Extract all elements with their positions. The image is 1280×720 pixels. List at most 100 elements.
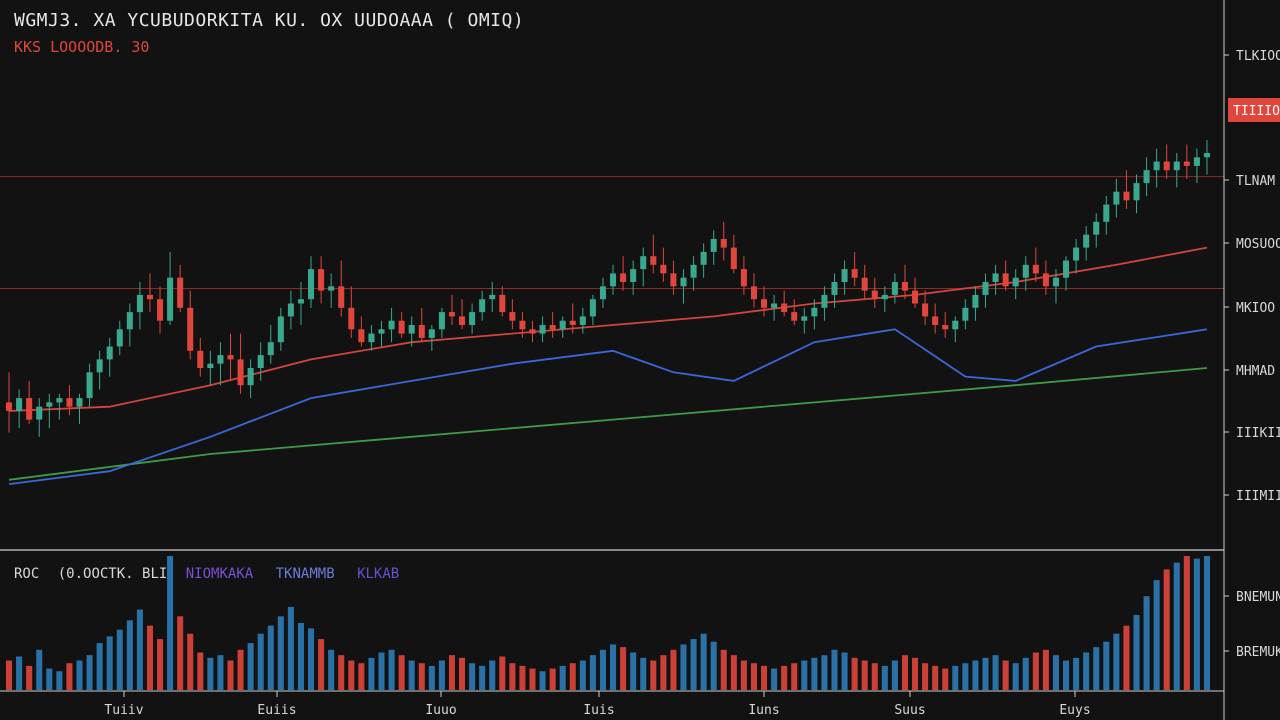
candle-body [690, 264, 697, 278]
volume-bar [539, 671, 546, 690]
volume-bar [992, 655, 999, 690]
candle-body [952, 320, 959, 330]
volume-bar [750, 663, 757, 690]
current-price-label: TIIIIOO [1233, 104, 1280, 119]
candle-body [559, 320, 566, 330]
volume-bar [1163, 569, 1170, 690]
candle-body [891, 282, 898, 295]
x-tick-label: Euys [1059, 703, 1090, 718]
volume-bar [277, 616, 284, 690]
y-tick-label: TLNAM [1236, 174, 1275, 189]
volume-bar [368, 657, 375, 690]
volume-bar [247, 643, 254, 690]
volume-bar [761, 665, 768, 690]
candle-body [197, 350, 204, 368]
candle-body [1193, 157, 1200, 166]
volume-bar [610, 644, 617, 690]
candles [6, 140, 1210, 437]
volume-bar [1103, 641, 1110, 690]
volume-bar [237, 649, 244, 690]
candle-body [157, 299, 164, 321]
y-tick-label: TLKIOO [1236, 49, 1280, 64]
volume-bar [650, 660, 657, 690]
candle-body [720, 239, 727, 248]
volume-bar [901, 655, 908, 690]
candle-body [76, 398, 83, 407]
x-tick-label: Euiis [257, 703, 296, 718]
candle-body [408, 325, 415, 334]
volume-bar [328, 649, 335, 690]
volume-bar [1193, 558, 1200, 690]
candle-body [227, 355, 234, 360]
candle-body [438, 312, 445, 330]
candle-body [257, 355, 264, 368]
volume-bar [499, 656, 506, 690]
candle-body [16, 398, 23, 411]
candle-body [368, 333, 375, 343]
volume-bar [1093, 647, 1100, 690]
volume-bar [1143, 596, 1150, 690]
volume-bar [479, 665, 486, 690]
candle-body [771, 303, 778, 308]
volume-bar [287, 606, 294, 690]
volume-bar [358, 663, 365, 690]
volume-bar [227, 660, 234, 690]
axes: TLKIOO TLNAM MOSUOO MKIOO MHMAD IIIKIIO IIIMII… [104, 49, 1280, 718]
volume-bar [912, 657, 919, 690]
volume-bar [76, 660, 83, 690]
volume-bar [459, 657, 466, 690]
volume-bar [1123, 625, 1130, 690]
volume-bar [881, 665, 888, 690]
candle-body [1083, 234, 1090, 248]
ma-slow-line [8, 367, 1208, 481]
candle-body [1063, 260, 1070, 278]
volume-bar [891, 660, 898, 690]
candle-body [1032, 264, 1039, 274]
volume-bar [922, 663, 929, 690]
volume-bar [318, 639, 325, 690]
candle-body [1133, 183, 1140, 201]
volume-bar [791, 663, 798, 690]
volume-bar [771, 668, 778, 690]
volume-tick-label: BNEMUN [1236, 590, 1280, 605]
volume-bar [1073, 657, 1080, 690]
candle-body [489, 294, 496, 300]
volume-legend-series-3: TKNAMMB [275, 566, 335, 582]
volume-bar [579, 660, 586, 690]
volume-bar [519, 665, 526, 690]
candle-body [620, 273, 627, 282]
volume-bar [700, 633, 707, 690]
y-tick-label: IIIMIIK [1236, 489, 1280, 504]
volume-bar [66, 663, 73, 690]
y-tick-label: MHMAD [1236, 364, 1275, 379]
volume-bar [197, 652, 204, 690]
volume-bar [740, 660, 747, 690]
candle-body [942, 325, 949, 330]
candle-body [640, 256, 647, 270]
candle-body [277, 316, 284, 343]
candle-body [851, 269, 858, 278]
x-tick-label: Iuns [748, 703, 779, 718]
volume-bar [157, 639, 164, 690]
x-tick-label: Iuuo [425, 703, 456, 718]
candle-body [1113, 191, 1120, 205]
volume-bar [36, 649, 43, 690]
candle-body [388, 320, 395, 330]
candle-body [448, 312, 455, 317]
candle-body [801, 316, 808, 321]
volume-bar [1042, 649, 1049, 690]
candle-body [1093, 221, 1100, 235]
candle-body [1012, 277, 1019, 287]
candle-body [509, 312, 516, 321]
volume-bar [620, 647, 627, 690]
candle-body [26, 398, 33, 420]
volume-bar [781, 665, 788, 690]
grid-layer [0, 0, 1225, 720]
volume-legend-series-1: (0.OOCTK. BLI [57, 566, 168, 582]
x-tick-label: Iuis [583, 703, 614, 718]
volume-bar [1153, 580, 1160, 690]
volume-bar [1052, 655, 1059, 690]
candle-body [1183, 161, 1190, 166]
volume-bar [6, 660, 13, 690]
volume-bar [1203, 556, 1210, 690]
